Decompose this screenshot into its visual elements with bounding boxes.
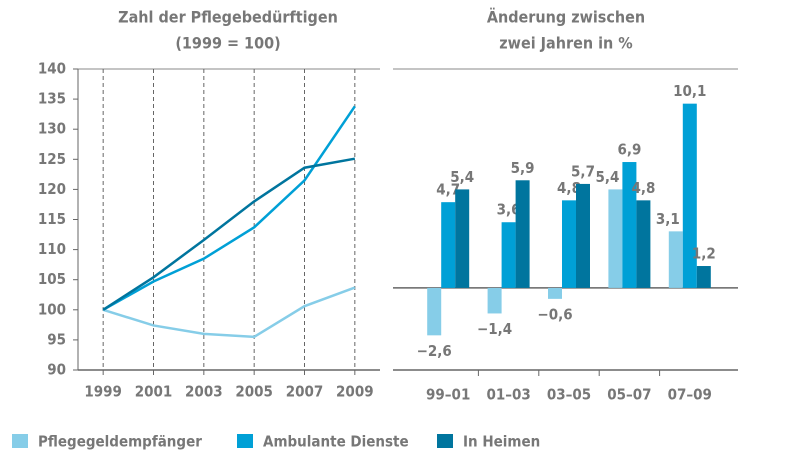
data-label: 5,9 — [511, 159, 535, 177]
x-tick-label: 03–05 — [547, 386, 591, 404]
bar — [548, 287, 562, 299]
data-label: 10,1 — [673, 82, 706, 100]
data-label: −0,6 — [537, 305, 572, 323]
bar — [622, 162, 637, 288]
chart-subtitle: (1999 = 100) — [175, 34, 280, 53]
data-label: 4,8 — [631, 179, 655, 197]
y-tick-label: 135 — [38, 90, 66, 108]
y-tick-label: 90 — [47, 361, 66, 379]
data-label: 5,4 — [450, 168, 474, 186]
x-tick-label: 2007 — [286, 383, 324, 401]
x-tick-label: 99–01 — [426, 386, 470, 404]
bar — [682, 103, 697, 288]
x-tick-label: 2003 — [185, 383, 223, 401]
y-tick-label: 105 — [38, 270, 66, 288]
data-label: 3,6 — [497, 201, 521, 219]
bar — [608, 189, 623, 288]
data-label: 5,4 — [595, 168, 619, 186]
legend-swatch — [12, 434, 28, 448]
x-tick-label: 2005 — [235, 383, 273, 401]
data-label: 4,7 — [436, 181, 460, 199]
y-tick-label: 125 — [38, 150, 66, 168]
legend-label: In Heimen — [463, 433, 540, 451]
y-tick-label: 120 — [38, 180, 66, 198]
x-tick-label: 2009 — [336, 383, 374, 401]
bar — [696, 266, 711, 288]
chart-title: Änderung zwischen — [487, 8, 645, 27]
data-label: −1,4 — [477, 320, 512, 338]
data-label: 6,9 — [617, 141, 641, 159]
legend-swatch — [437, 434, 453, 448]
legend-swatch — [237, 434, 253, 448]
y-tick-label: 140 — [38, 60, 66, 78]
y-tick-label: 95 — [47, 330, 66, 348]
line-series — [102, 105, 356, 311]
legend-label: Ambulante Dienste — [263, 433, 409, 451]
chart-title: Zahl der Pflegebedürftigen — [118, 8, 338, 27]
bar — [427, 287, 442, 336]
data-label: 3,1 — [656, 210, 680, 228]
line-series — [102, 286, 356, 339]
bar — [487, 287, 502, 314]
data-label: 5,7 — [571, 162, 595, 180]
bar — [636, 200, 651, 288]
bar — [668, 231, 683, 288]
x-tick-label: 2001 — [135, 383, 173, 401]
bar — [501, 222, 516, 288]
line-series — [102, 157, 356, 311]
y-tick-label: 100 — [38, 300, 66, 318]
bar — [576, 183, 590, 288]
x-tick-label: 1999 — [84, 383, 122, 401]
bar — [515, 180, 530, 288]
data-label: −2,6 — [417, 342, 452, 360]
x-tick-label: 07–09 — [668, 386, 712, 404]
bar — [441, 202, 456, 288]
bar — [455, 189, 470, 288]
y-tick-label: 110 — [38, 240, 66, 258]
legend-label: Pflegegeldempfänger — [38, 433, 202, 451]
y-tick-label: 115 — [38, 210, 66, 228]
y-tick-label: 130 — [38, 120, 66, 138]
x-tick-label: 05–07 — [607, 386, 651, 404]
data-label: 1,2 — [692, 245, 716, 263]
data-label: 4,8 — [557, 179, 581, 197]
chart-subtitle: zwei Jahren in % — [499, 34, 632, 53]
bar — [562, 200, 576, 288]
x-tick-label: 01–03 — [486, 386, 530, 404]
